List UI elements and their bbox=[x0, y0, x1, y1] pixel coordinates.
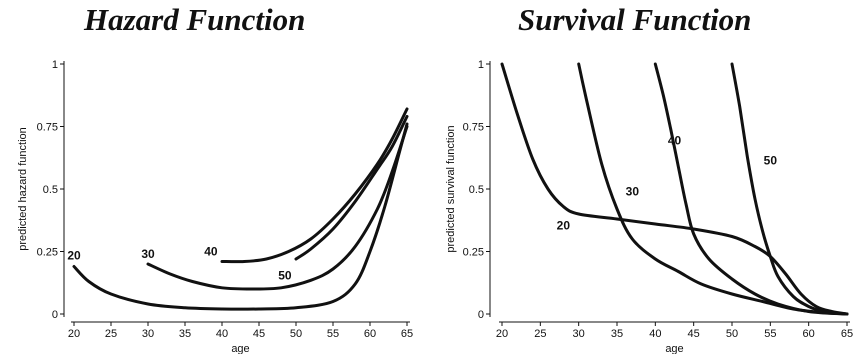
survival-y-tick-label: 0.5 bbox=[469, 184, 484, 196]
survival-curve-label-40: 40 bbox=[668, 133, 682, 147]
hazard-curve-label-40: 40 bbox=[204, 245, 218, 259]
hazard-y-axis-label: predicted hazard function bbox=[17, 127, 29, 251]
hazard-x-tick-label: 50 bbox=[290, 328, 302, 340]
survival-curve-30 bbox=[577, 62, 849, 316]
hazard-curve-20 bbox=[72, 122, 409, 311]
survival-chart-title: Survival Function bbox=[518, 2, 752, 37]
survival-plot: 0 0.25 0.5 0.75 1 20 25 30 35 40 45 50 55 60 65 age pred… bbox=[445, 59, 853, 354]
hazard-y-tick-label: 0 bbox=[52, 309, 58, 321]
survival-x-tick-label: 60 bbox=[803, 328, 815, 340]
survival-y-tick-label: 1 bbox=[478, 59, 484, 71]
hazard-chart-title: Hazard Function bbox=[84, 2, 306, 37]
survival-y-tick-label: 0.75 bbox=[463, 122, 484, 134]
hazard-y-tick-label: 0.5 bbox=[43, 184, 58, 196]
survival-x-tick-label: 25 bbox=[534, 328, 546, 340]
survival-curve-20 bbox=[500, 62, 849, 316]
hazard-x-tick-label: 65 bbox=[401, 328, 413, 340]
hazard-x-tick-label: 35 bbox=[179, 328, 191, 340]
hazard-x-tick-label: 20 bbox=[68, 328, 80, 340]
hazard-curve-50 bbox=[294, 115, 409, 261]
hazard-x-tick-label: 45 bbox=[253, 328, 265, 340]
survival-curve-label-20: 20 bbox=[557, 218, 571, 232]
survival-y-tick-label: 0.25 bbox=[463, 247, 484, 259]
survival-x-tick-label: 20 bbox=[496, 328, 508, 340]
hazard-y-tick-label: 0.25 bbox=[37, 247, 58, 259]
survival-curve-label-30: 30 bbox=[626, 185, 640, 199]
hazard-curve-label-50: 50 bbox=[278, 268, 292, 282]
hazard-x-tick-label: 60 bbox=[364, 328, 376, 340]
survival-x-tick-label: 65 bbox=[841, 328, 853, 340]
survival-y-tick-label: 0 bbox=[478, 309, 484, 321]
survival-x-tick-label: 30 bbox=[573, 328, 585, 340]
survival-x-tick-label: 35 bbox=[611, 328, 623, 340]
survival-x-tick-label: 45 bbox=[688, 328, 700, 340]
survival-curve-50 bbox=[730, 62, 849, 316]
hazard-x-tick-label: 40 bbox=[216, 328, 228, 340]
survival-x-tick-label: 50 bbox=[726, 328, 738, 340]
survival-curve-40 bbox=[653, 62, 849, 316]
hazard-curve-30 bbox=[146, 125, 409, 291]
survival-curve-label-50: 50 bbox=[764, 153, 778, 167]
hazard-x-axis-label: age bbox=[231, 343, 249, 354]
survival-x-tick-label: 40 bbox=[649, 328, 661, 340]
hazard-x-tick-label: 25 bbox=[105, 328, 117, 340]
hazard-x-tick-label: 30 bbox=[142, 328, 154, 340]
hazard-x-tick-label: 55 bbox=[327, 328, 339, 340]
hazard-curve-40 bbox=[220, 107, 409, 264]
hazard-plot: 0 0.25 0.5 0.75 1 20 25 30 35 40 45 50 55 60 65 age pred… bbox=[17, 59, 413, 354]
survival-x-tick-label: 55 bbox=[764, 328, 776, 340]
hazard-y-tick-label: 0.75 bbox=[37, 122, 58, 134]
survival-y-axis-label: predicted survival function bbox=[445, 125, 457, 252]
hazard-y-tick-label: 1 bbox=[52, 59, 58, 71]
survival-x-axis-label: age bbox=[665, 343, 683, 354]
hazard-curve-label-30: 30 bbox=[141, 247, 155, 261]
hazard-curve-label-20: 20 bbox=[67, 248, 81, 262]
